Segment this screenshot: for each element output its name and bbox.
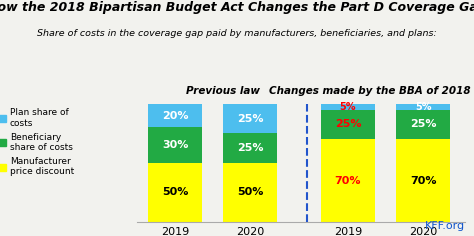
Text: 50%: 50% xyxy=(237,187,264,197)
Text: 25%: 25% xyxy=(410,119,437,130)
Text: 70%: 70% xyxy=(335,176,361,185)
Text: 30%: 30% xyxy=(162,140,188,150)
Text: 50%: 50% xyxy=(162,187,188,197)
Bar xyxy=(223,104,277,133)
Bar xyxy=(148,104,202,127)
Text: 5%: 5% xyxy=(415,102,431,112)
Text: Share of costs in the coverage gap paid by manufacturers, beneficiaries, and pla: Share of costs in the coverage gap paid … xyxy=(37,30,437,38)
Legend: Plan share of
costs, Beneficiary
share of costs, Manufacturer
price discount: Plan share of costs, Beneficiary share o… xyxy=(0,108,74,177)
Text: 5%: 5% xyxy=(340,102,356,112)
Text: 25%: 25% xyxy=(237,143,264,153)
Text: Changes made by the BBA of 2018: Changes made by the BBA of 2018 xyxy=(269,86,471,96)
Text: 20%: 20% xyxy=(162,111,188,121)
Bar xyxy=(396,104,450,110)
Bar xyxy=(223,163,277,222)
Bar xyxy=(396,139,450,222)
Text: KFF.org: KFF.org xyxy=(424,221,465,231)
Bar xyxy=(148,127,202,163)
Bar xyxy=(321,104,375,110)
Text: 70%: 70% xyxy=(410,176,437,185)
Bar xyxy=(396,110,450,139)
Bar xyxy=(321,110,375,139)
Text: 25%: 25% xyxy=(335,119,361,130)
Bar xyxy=(321,139,375,222)
Text: 25%: 25% xyxy=(237,114,264,124)
Text: How the 2018 Bipartisan Budget Act Changes the Part D Coverage Gap: How the 2018 Bipartisan Budget Act Chang… xyxy=(0,1,474,14)
Bar xyxy=(148,163,202,222)
Bar xyxy=(223,133,277,163)
Text: Previous law: Previous law xyxy=(186,86,260,96)
